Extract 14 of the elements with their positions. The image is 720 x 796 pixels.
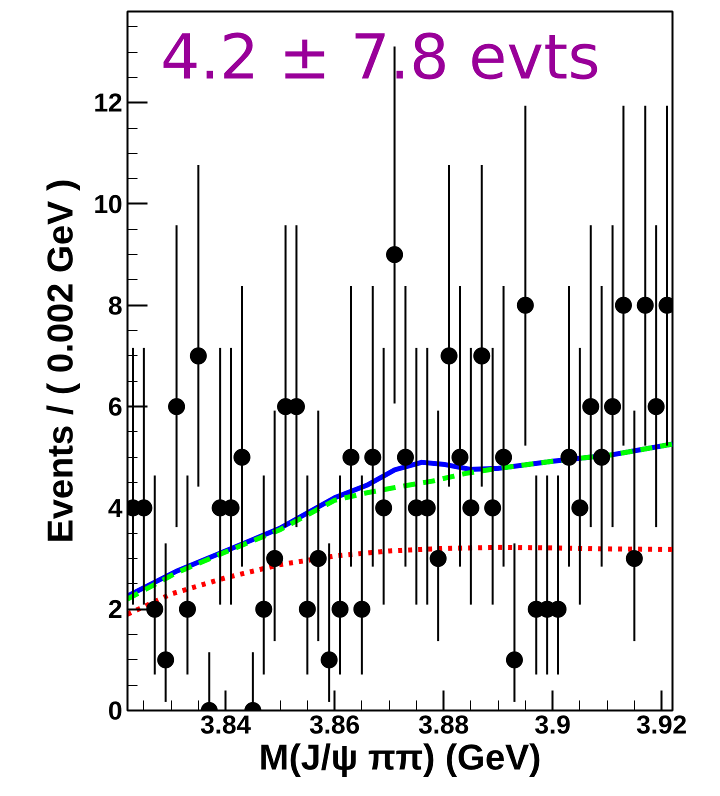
y-tick-label: 10 [94, 188, 122, 219]
y-tick-label: 12 [94, 88, 122, 118]
y-tick-label: 0 [108, 696, 123, 726]
x-axis-title: M(J/ψ ππ) (GeV) [258, 736, 542, 778]
y-tick-label: 2 [108, 594, 123, 624]
x-tick-label: 3.9 [534, 710, 571, 740]
x-tick-label: 3.84 [200, 710, 252, 740]
x-tick-label: 3.88 [418, 710, 469, 740]
y-tick-label: 6 [108, 392, 123, 422]
x-tick-label: 3.86 [309, 710, 360, 740]
x-tick-label: 3.92 [636, 710, 687, 740]
y-axis-title: Events / ( 0.002 GeV ) [40, 178, 81, 544]
y-tick-label: 4 [108, 492, 124, 523]
y-tick-label: 8 [108, 290, 123, 320]
